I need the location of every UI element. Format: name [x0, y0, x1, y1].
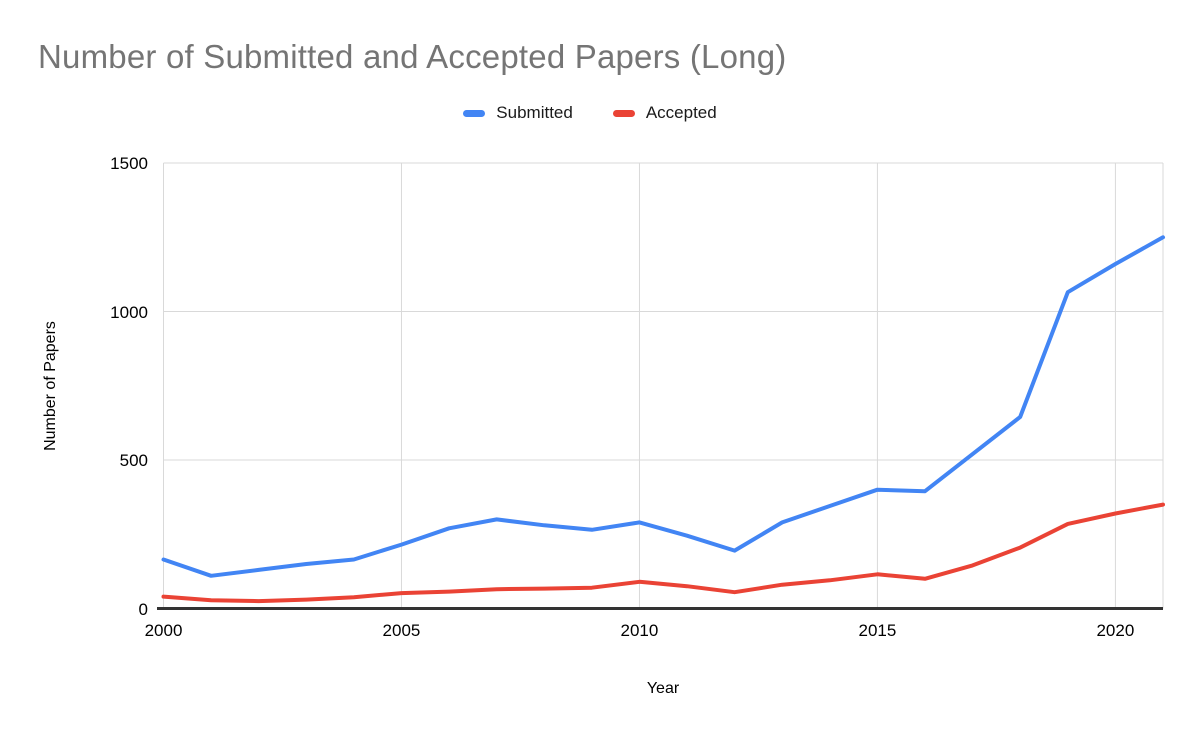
legend-swatch-icon [612, 109, 635, 117]
legend-label: Accepted [645, 103, 717, 122]
y-tick-label: 1500 [110, 154, 148, 173]
legend-item-submitted: Submitted [463, 103, 573, 123]
series-line-accepted [161, 502, 1165, 604]
x-axis-title: Year [646, 680, 680, 697]
x-tick-label: 2020 [1096, 621, 1135, 640]
legend-swatch-icon [463, 109, 486, 117]
legend-label: Submitted [496, 103, 573, 122]
legend-item-accepted: Accepted [612, 103, 717, 123]
x-tick-label: 2000 [144, 621, 183, 640]
y-tick-label: 1000 [110, 302, 148, 322]
x-tick-label: 2015 [858, 621, 897, 640]
page-title: Number of Submitted and Accepted Papers … [38, 38, 787, 75]
y-axis-title: Number of Papers [42, 321, 59, 451]
y-tick-label: 0 [138, 599, 148, 619]
y-tick-label: 500 [119, 451, 148, 470]
legend: Submitted Accepted [0, 103, 1180, 123]
series-line-submitted [161, 235, 1165, 578]
x-tick-label: 2010 [620, 621, 659, 640]
x-tick-label: 2005 [382, 621, 421, 640]
